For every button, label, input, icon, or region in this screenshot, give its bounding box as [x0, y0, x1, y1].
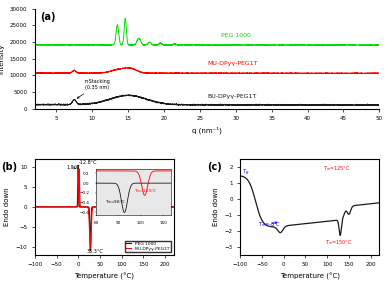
- Text: MU-DPyγ-PEG1T: MU-DPyγ-PEG1T: [207, 61, 257, 66]
- Text: -12.8°C: -12.8°C: [79, 160, 98, 165]
- X-axis label: Temperature (°C): Temperature (°C): [74, 273, 134, 280]
- Legend: PEG 1000, MU-DPyγ-PEG1T: PEG 1000, MU-DPyγ-PEG1T: [125, 241, 171, 252]
- X-axis label: Temperature (°C): Temperature (°C): [280, 273, 340, 280]
- Text: T$_m$=-8°C: T$_m$=-8°C: [258, 220, 281, 229]
- Text: (a): (a): [40, 11, 55, 21]
- Text: (c): (c): [207, 162, 222, 172]
- Text: π-Stacking
(0.35 nm): π-Stacking (0.35 nm): [77, 79, 111, 98]
- Text: 36.3°C: 36.3°C: [87, 249, 104, 254]
- Y-axis label: Intensity: Intensity: [0, 43, 4, 74]
- Text: (b): (b): [2, 162, 18, 172]
- Text: T$_{m}$=150°C: T$_{m}$=150°C: [325, 238, 353, 247]
- Text: T$_{m}$=125°C: T$_{m}$=125°C: [323, 164, 350, 172]
- X-axis label: q (nm⁻¹): q (nm⁻¹): [192, 127, 222, 134]
- Text: PEG 1000: PEG 1000: [221, 33, 251, 38]
- Y-axis label: Endo down: Endo down: [213, 188, 219, 226]
- Text: T$_g$: T$_g$: [241, 168, 250, 178]
- Text: BU-DPyγ-PEG1T: BU-DPyγ-PEG1T: [207, 94, 257, 99]
- Text: 1.9°C: 1.9°C: [66, 165, 80, 170]
- Y-axis label: Endo down: Endo down: [4, 188, 10, 226]
